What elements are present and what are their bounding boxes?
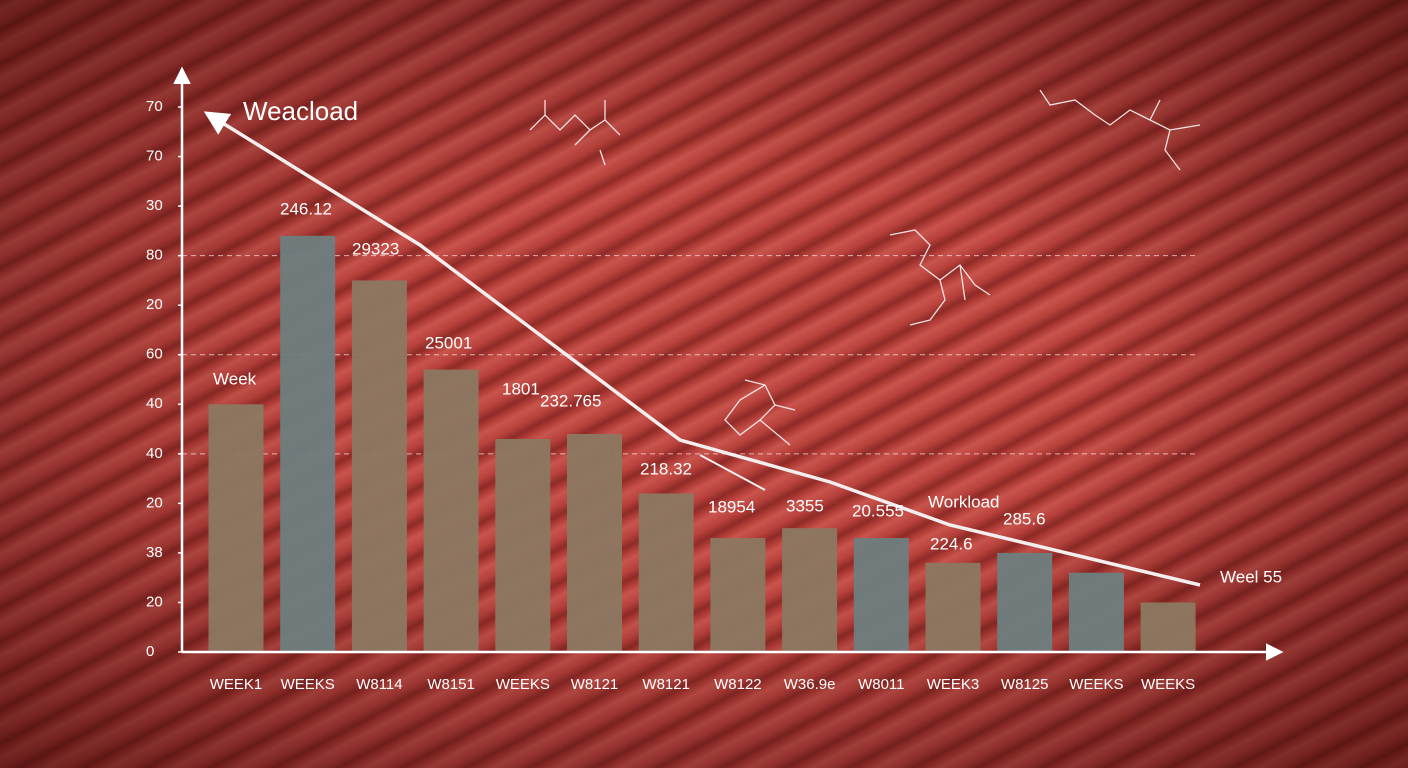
- x-tick-label: W8122: [714, 676, 762, 693]
- annotation: 3355: [786, 496, 824, 515]
- trend-branch: [699, 454, 766, 491]
- annotation: Workload: [928, 492, 1000, 511]
- bar: [567, 434, 622, 652]
- annotation: Weel 55: [1220, 567, 1282, 586]
- y-tick-label: 40: [146, 445, 163, 462]
- bar: [495, 438, 551, 652]
- x-tick-label: W8125: [1001, 676, 1049, 693]
- bar: [1140, 602, 1196, 652]
- bar: [280, 235, 336, 652]
- trend-arrow: [203, 111, 1201, 587]
- y-tick-label: 70: [146, 148, 163, 165]
- x-tick-label: WEEKS: [1141, 676, 1195, 693]
- x-tick-label: W8121: [642, 676, 690, 693]
- bar: [853, 538, 909, 652]
- annotation: 232.765: [540, 391, 601, 410]
- bar: [351, 280, 407, 652]
- x-tick-label: WEEK3: [927, 676, 980, 693]
- x-tick-label: WEEKS: [496, 676, 550, 693]
- annotation: 224.6: [930, 534, 973, 553]
- annotation: 29323: [352, 239, 399, 258]
- x-tick-label: W8114: [356, 676, 402, 693]
- y-tick-label: 80: [146, 247, 163, 264]
- annotation: 18954: [708, 497, 755, 516]
- annotation: 218.32: [640, 459, 692, 478]
- bar: [925, 562, 981, 652]
- y-tick-label: 40: [146, 395, 163, 412]
- bar: [208, 404, 264, 652]
- x-tick-label: W8121: [571, 676, 619, 693]
- bar: [638, 493, 694, 652]
- annotation: 1801: [502, 379, 540, 398]
- annotation: 25001: [425, 333, 472, 352]
- y-tick-label: 20: [146, 593, 163, 610]
- annotation: 20.555: [852, 501, 904, 520]
- x-tick-label: WEEKS: [281, 676, 335, 693]
- y-tick-label: 20: [146, 494, 163, 511]
- y-tick-label: 0: [146, 643, 154, 660]
- annotation: 246.12: [280, 199, 332, 218]
- bar: [782, 528, 838, 652]
- y-tick-label: 20: [146, 296, 163, 313]
- x-tick-label: WEEK1: [210, 676, 263, 693]
- x-tick-label: W8011: [858, 676, 904, 693]
- y-tick-label: 38: [146, 544, 163, 561]
- y-tick-label: 60: [146, 346, 163, 363]
- bar: [1068, 572, 1124, 652]
- annotation: 285.6: [1003, 509, 1046, 528]
- x-tick-label: W8151: [427, 676, 475, 693]
- bar: [710, 538, 766, 652]
- y-tick-label: 70: [146, 98, 163, 115]
- annotation: Week: [213, 369, 257, 388]
- x-tick-label: WEEKS: [1069, 676, 1123, 693]
- x-tick-label: W36.9e: [784, 676, 836, 693]
- y-tick-label: 30: [146, 197, 163, 214]
- bar: [997, 552, 1053, 652]
- bar: [423, 369, 479, 652]
- chart-title: Weacload: [243, 96, 358, 126]
- molecule-decoration: [529, 89, 1201, 446]
